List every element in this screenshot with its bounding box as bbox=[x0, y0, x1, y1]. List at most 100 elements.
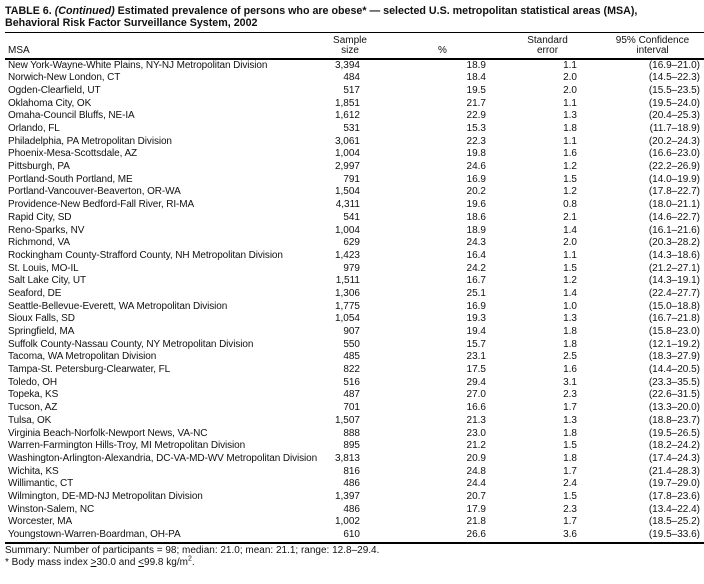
percent-cell: 25.1 bbox=[466, 287, 486, 299]
percent-cell: 16.9 bbox=[466, 300, 486, 312]
table-row: Norwich-New London, CT 484 18.4 2.0 (14.… bbox=[5, 72, 704, 85]
percent-cell: 22.3 bbox=[466, 135, 486, 147]
percent-cell: 24.4 bbox=[466, 478, 486, 490]
standard-error-cell: 2.0 bbox=[563, 72, 577, 84]
table-row: Seaford, DE 1,306 25.1 1.4 (22.4–27.7) bbox=[5, 288, 704, 301]
percent-cell: 24.8 bbox=[466, 465, 486, 477]
footnote-mid: 30.0 and bbox=[96, 557, 139, 569]
standard-error-cell: 1.3 bbox=[563, 414, 577, 426]
msa-cell: Springfield, MA bbox=[8, 326, 75, 338]
footnote-superscript: 2 bbox=[187, 555, 192, 563]
table-row: Winston-Salem, NC 486 17.9 2.3 (13.4–22.… bbox=[5, 504, 704, 517]
table-row: Warren-Farmington Hills-Troy, MI Metropo… bbox=[5, 440, 704, 453]
percent-cell: 19.8 bbox=[466, 148, 486, 160]
percent-cell: 24.6 bbox=[466, 161, 486, 173]
percent-cell: 20.7 bbox=[466, 490, 486, 502]
title-rule bbox=[5, 32, 704, 33]
table-row: Pittsburgh, PA 2,997 24.6 1.2 (22.2–26.9… bbox=[5, 161, 704, 174]
table-row: Phoenix-Mesa-Scottsdale, AZ 1,004 19.8 1… bbox=[5, 148, 704, 161]
percent-cell: 18.9 bbox=[466, 59, 486, 71]
msa-cell: Tulsa, OK bbox=[8, 414, 52, 426]
msa-cell: Tacoma, WA Metropolitan Division bbox=[8, 351, 157, 363]
confidence-interval-cell: (14.5–22.3) bbox=[648, 72, 700, 84]
msa-cell: Wichita, KS bbox=[8, 465, 59, 477]
sample-size-cell: 1,507 bbox=[334, 414, 360, 426]
table-row: Tucson, AZ 701 16.6 1.7 (13.3–20.0) bbox=[5, 402, 704, 415]
table-row: Omaha-Council Bluffs, NE-IA 1,612 22.9 1… bbox=[5, 110, 704, 123]
sample-size-cell: 816 bbox=[343, 465, 360, 477]
sample-size-cell: 1,004 bbox=[334, 148, 360, 160]
confidence-interval-cell: (22.2–26.9) bbox=[648, 161, 700, 173]
standard-error-cell: 1.8 bbox=[563, 427, 577, 439]
standard-error-cell: 1.1 bbox=[563, 249, 577, 261]
sample-size-cell: 907 bbox=[343, 326, 360, 338]
column-header-percent: % bbox=[370, 36, 490, 58]
standard-error-cell: 1.1 bbox=[563, 59, 577, 71]
sample-size-cell: 3,061 bbox=[334, 135, 360, 147]
table-row: Portland-Vancouver-Beaverton, OR-WA 1,50… bbox=[5, 186, 704, 199]
percent-cell: 19.5 bbox=[466, 84, 486, 96]
sample-size-cell: 3,394 bbox=[334, 59, 360, 71]
confidence-interval-cell: (12.1–19.2) bbox=[648, 338, 700, 350]
msa-cell: Washington-Arlington-Alexandria, DC-VA-M… bbox=[8, 452, 318, 464]
msa-cell: Norwich-New London, CT bbox=[8, 72, 121, 84]
table-row: Reno-Sparks, NV 1,004 18.9 1.4 (16.1–21.… bbox=[5, 225, 704, 238]
footnote-prefix: * Body mass index bbox=[5, 557, 91, 569]
table-row: Tulsa, OK 1,507 21.3 1.3 (18.8–23.7) bbox=[5, 415, 704, 428]
msa-cell: New York-Wayne-White Plains, NY-NJ Metro… bbox=[8, 59, 268, 71]
table-row: Orlando, FL 531 15.3 1.8 (11.7–18.9) bbox=[5, 123, 704, 136]
msa-cell: Seattle-Bellevue-Everett, WA Metropolita… bbox=[8, 300, 228, 312]
confidence-interval-cell: (13.4–22.4) bbox=[648, 503, 700, 515]
percent-cell: 17.5 bbox=[466, 364, 486, 376]
confidence-interval-cell: (20.3–28.2) bbox=[648, 237, 700, 249]
sample-size-cell: 531 bbox=[343, 123, 360, 135]
table-row: Willimantic, CT 486 24.4 2.4 (19.7–29.0) bbox=[5, 478, 704, 491]
confidence-interval-cell: (19.5–24.0) bbox=[648, 97, 700, 109]
confidence-interval-cell: (14.6–22.7) bbox=[648, 211, 700, 223]
standard-error-cell: 2.0 bbox=[563, 84, 577, 96]
percent-cell: 19.3 bbox=[466, 313, 486, 325]
percent-cell: 21.7 bbox=[466, 97, 486, 109]
column-header-sample-line2: size bbox=[341, 44, 359, 56]
percent-cell: 18.4 bbox=[466, 72, 486, 84]
percent-cell: 20.2 bbox=[466, 186, 486, 198]
msa-cell: Topeka, KS bbox=[8, 389, 59, 401]
confidence-interval-cell: (14.4–20.5) bbox=[648, 364, 700, 376]
footnote-unit: 99.8 kg/m bbox=[144, 557, 188, 569]
table-row: Tampa-St. Petersburg-Clearwater, FL 822 … bbox=[5, 364, 704, 377]
msa-cell: Suffolk County-Nassau County, NY Metropo… bbox=[8, 338, 254, 350]
column-header-se-line2: error bbox=[536, 44, 559, 56]
percent-cell: 16.7 bbox=[466, 275, 486, 287]
sample-size-cell: 1,306 bbox=[334, 287, 360, 299]
sample-size-cell: 485 bbox=[343, 351, 360, 363]
standard-error-cell: 1.6 bbox=[563, 148, 577, 160]
standard-error-cell: 1.8 bbox=[563, 338, 577, 350]
sample-size-cell: 629 bbox=[343, 237, 360, 249]
column-header-msa: MSA bbox=[5, 36, 330, 58]
confidence-interval-cell: (18.2–24.2) bbox=[648, 440, 700, 452]
table-row: Toledo, OH 516 29.4 3.1 (23.3–35.5) bbox=[5, 377, 704, 390]
msa-cell: Omaha-Council Bluffs, NE-IA bbox=[8, 110, 135, 122]
table-row: Seattle-Bellevue-Everett, WA Metropolita… bbox=[5, 301, 704, 314]
percent-cell: 24.2 bbox=[466, 262, 486, 274]
percent-cell: 21.8 bbox=[466, 516, 486, 528]
sample-size-cell: 1,612 bbox=[334, 110, 360, 122]
summary-line: Summary: Number of participants = 98; me… bbox=[5, 544, 380, 556]
sample-size-cell: 486 bbox=[343, 503, 360, 515]
sample-size-cell: 822 bbox=[343, 364, 360, 376]
standard-error-cell: 1.8 bbox=[563, 123, 577, 135]
sample-size-cell: 1,397 bbox=[334, 490, 360, 502]
percent-cell: 19.6 bbox=[466, 199, 486, 211]
less-equal-symbol: < bbox=[138, 557, 145, 569]
percent-cell: 29.4 bbox=[466, 376, 486, 388]
table-row: Ogden-Clearfield, UT 517 19.5 2.0 (15.5–… bbox=[5, 85, 704, 98]
column-header-standard-error: Standard error bbox=[490, 36, 585, 58]
confidence-interval-cell: (14.3–18.6) bbox=[648, 249, 700, 261]
sample-size-cell: 1,004 bbox=[334, 224, 360, 236]
msa-cell: Seaford, DE bbox=[8, 287, 62, 299]
sample-size-cell: 1,054 bbox=[334, 313, 360, 325]
table-row: Portland-South Portland, ME 791 16.9 1.5… bbox=[5, 174, 704, 187]
confidence-interval-cell: (18.0–21.1) bbox=[648, 199, 700, 211]
msa-cell: Willimantic, CT bbox=[8, 478, 74, 490]
sample-size-cell: 2,997 bbox=[334, 161, 360, 173]
